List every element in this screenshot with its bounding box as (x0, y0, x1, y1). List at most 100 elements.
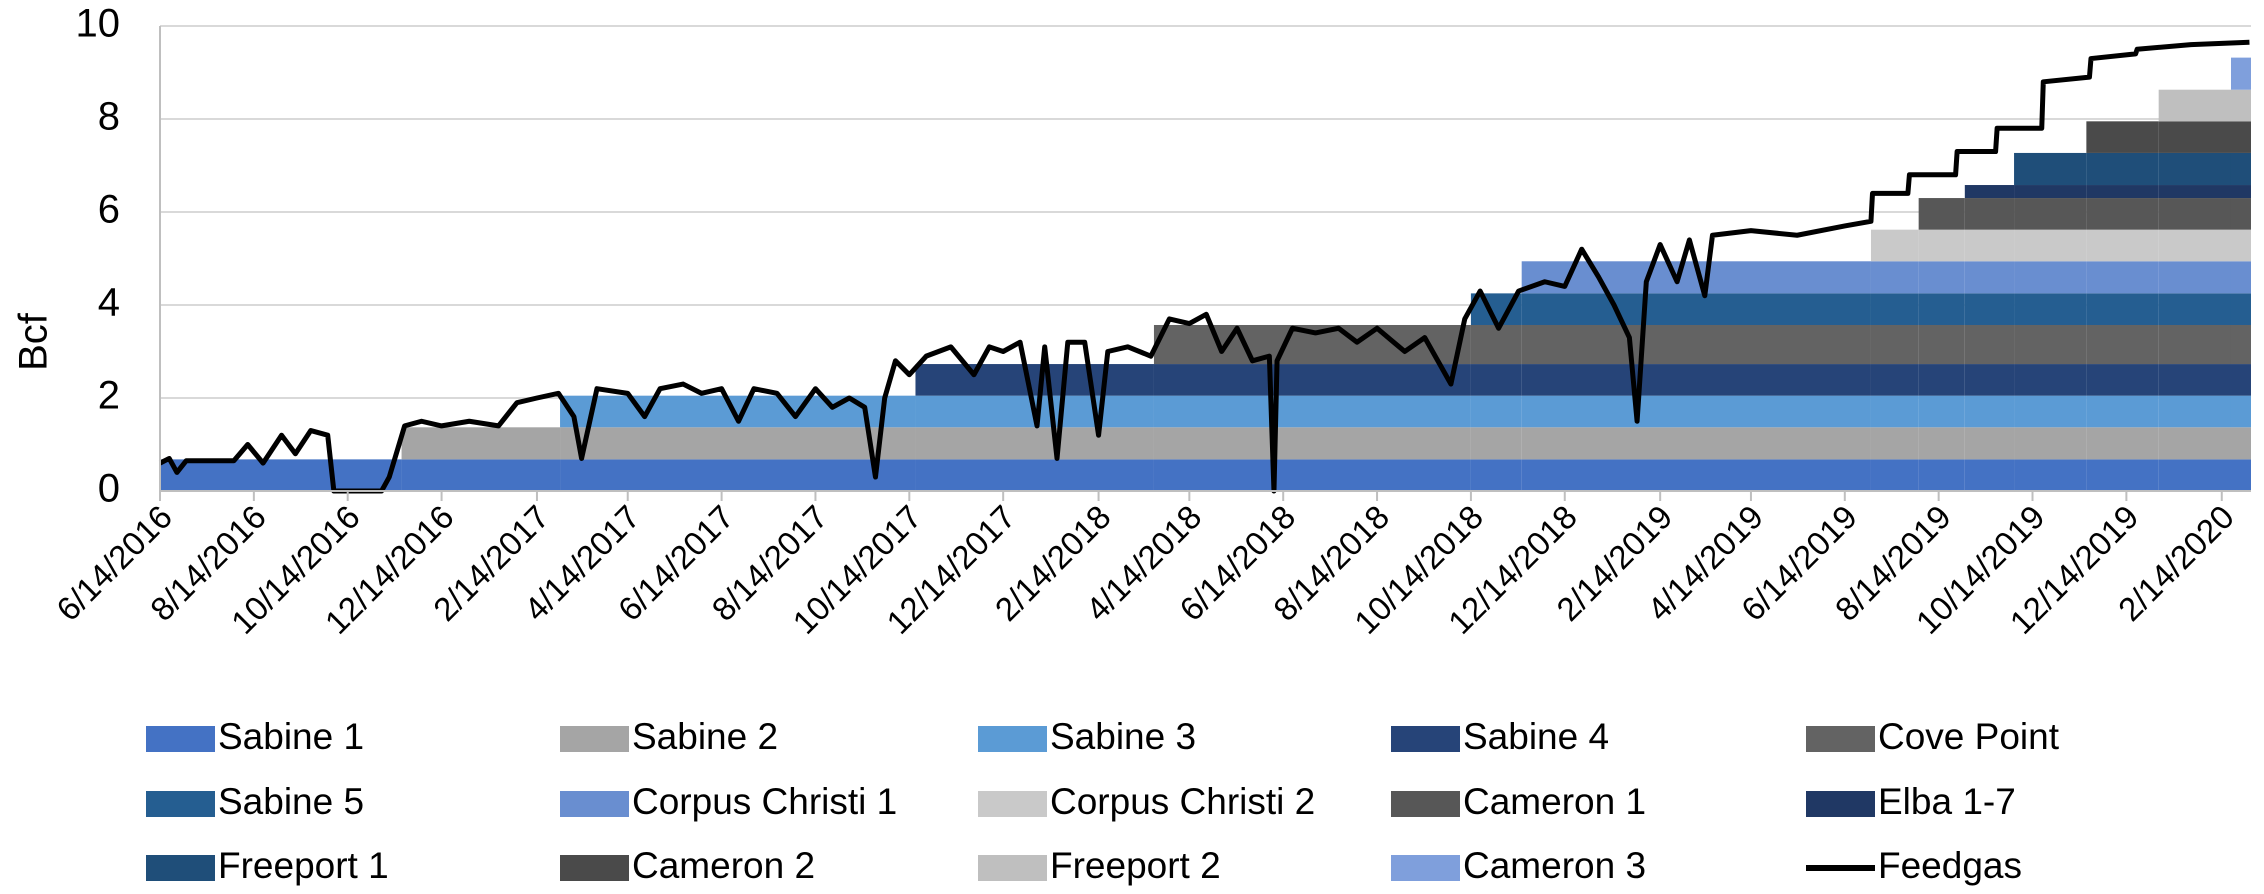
area-segment (1153, 459, 1471, 491)
legend-swatch (1806, 726, 1875, 752)
area-segment (1870, 364, 1919, 396)
area-segment (2014, 152, 2087, 186)
area-segment (2014, 364, 2087, 396)
area-segment (2014, 198, 2087, 230)
area-segment (1918, 198, 1965, 230)
area-segment (2158, 364, 2231, 396)
area-segment (1918, 459, 1965, 491)
area-segment (2230, 459, 2251, 491)
y-tick-label: 8 (98, 95, 120, 139)
legend-swatch (146, 791, 215, 817)
area-segment (2086, 364, 2159, 396)
area-segment (1870, 229, 1919, 262)
y-tick-label: 10 (76, 2, 121, 46)
area-segment (915, 427, 1154, 460)
legend-label: Freeport 2 (1050, 845, 1221, 886)
area-segment (1870, 395, 1919, 428)
area-segment (1918, 427, 1965, 460)
legend-label: Sabine 1 (218, 716, 364, 757)
area-segment (2086, 261, 2159, 294)
y-tick-label: 4 (98, 281, 120, 325)
legend-swatch (978, 855, 1047, 881)
area-segment (2014, 427, 2087, 460)
legend-swatch (978, 791, 1047, 817)
legend-label: Sabine 2 (632, 716, 778, 757)
area-segment (2086, 229, 2159, 262)
area-segment (1870, 324, 1919, 365)
area-segment (2158, 293, 2231, 325)
area-segment (1964, 459, 2015, 491)
area-segment (560, 459, 916, 491)
area-segment (2230, 198, 2251, 230)
area-segment (2158, 324, 2231, 365)
area-segment (2014, 261, 2087, 294)
y-tick-label: 2 (98, 374, 120, 418)
area-segment (1521, 293, 1871, 325)
legend-label: Sabine 4 (1463, 716, 1609, 757)
area-segment (915, 364, 1154, 396)
area-segment (2086, 198, 2159, 230)
area-segment (2086, 152, 2159, 186)
area-segment (1870, 293, 1919, 325)
area-segment (2014, 395, 2087, 428)
area-segment (1964, 324, 2015, 365)
legend-label: Feedgas (1878, 845, 2022, 886)
area-segment (2086, 324, 2159, 365)
area-segment (2158, 395, 2231, 428)
area-segment (2230, 89, 2251, 122)
area-segment (1470, 324, 1522, 365)
area-segment (2230, 364, 2251, 396)
area-segment (2158, 261, 2231, 294)
area-segment (1918, 324, 1965, 365)
feedgas-line (158, 39, 2250, 494)
legend-label: Elba 1-7 (1878, 781, 2016, 822)
area-segment (1521, 395, 1871, 428)
area-segment (2014, 293, 2087, 325)
legend-label: Cove Point (1878, 716, 2060, 757)
area-segment (2014, 229, 2087, 262)
y-tick-label: 0 (98, 467, 120, 511)
area-segment (2014, 324, 2087, 365)
area-segment (1918, 395, 1965, 428)
area-segment (1470, 427, 1522, 460)
legend-label: Sabine 5 (218, 781, 364, 822)
area-segment (2230, 324, 2251, 365)
area-segment (2230, 152, 2251, 186)
legend-label: Cameron 1 (1463, 781, 1646, 822)
legend-label: Corpus Christi 1 (632, 781, 897, 822)
area-segment (160, 459, 402, 491)
y-axis-label: Bcf (12, 312, 56, 371)
area-segment (2230, 427, 2251, 460)
area-segment (915, 459, 1154, 491)
area-segment (1918, 229, 1965, 262)
area-segment (1964, 185, 2015, 199)
area-segment (1470, 364, 1522, 396)
area-segment (2230, 293, 2251, 325)
area-segment (2230, 57, 2251, 90)
area-segment (2230, 229, 2251, 262)
area-segment (2230, 395, 2251, 428)
area-segment (1153, 395, 1471, 428)
area-segment (1918, 364, 1965, 396)
area-segment (2158, 459, 2231, 491)
area-segment (2158, 89, 2231, 122)
area-segment (1153, 364, 1471, 396)
area-segment (1964, 229, 2015, 262)
area-segment (1870, 459, 1919, 491)
legend-swatch (146, 726, 215, 752)
area-segment (401, 427, 561, 460)
area-segment (1918, 261, 1965, 294)
legend-swatch (1806, 791, 1875, 817)
area-segment (2086, 395, 2159, 428)
area-segment (1153, 427, 1471, 460)
area-segment (2230, 121, 2251, 153)
area-segment (1964, 261, 2015, 294)
area-segment (560, 427, 916, 460)
legend-swatch (1391, 855, 1460, 881)
area-segment (2230, 261, 2251, 294)
areas (160, 57, 2251, 491)
area-segment (2086, 293, 2159, 325)
area-segment (2086, 427, 2159, 460)
legend-label: Sabine 3 (1050, 716, 1196, 757)
